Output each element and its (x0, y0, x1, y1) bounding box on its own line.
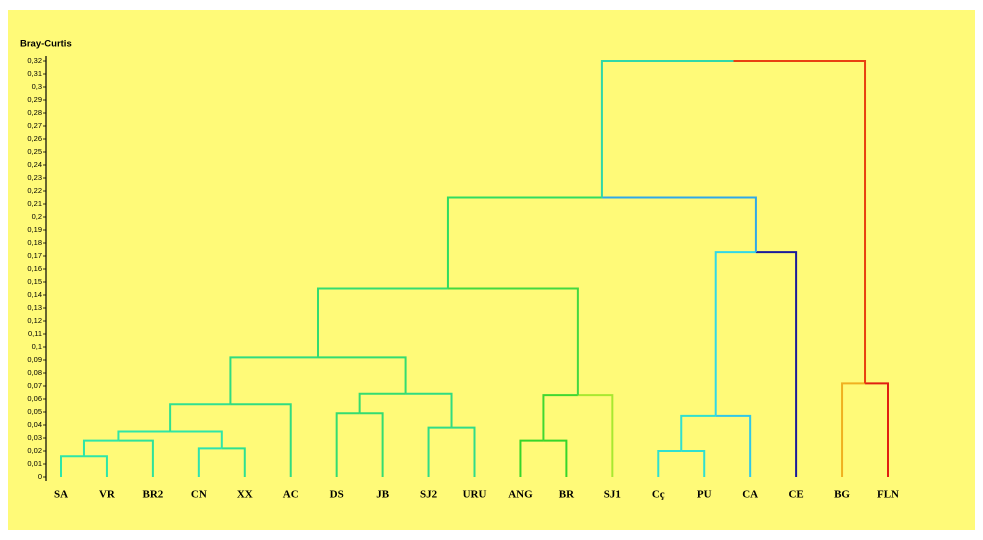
y-tick-label: 0,25 (27, 147, 42, 156)
y-tick-label: 0,23 (27, 173, 42, 182)
dendrogram-branch (230, 403, 292, 477)
y-tick-label: 0,32 (27, 56, 42, 65)
dendrogram-branch (359, 412, 384, 477)
dendrogram-branch (865, 382, 889, 477)
leaf-label: CA (742, 489, 758, 501)
leaf-label: AC (283, 489, 299, 501)
y-tick-label: 0,01 (27, 459, 42, 468)
leaf-label: SJ1 (604, 489, 621, 501)
y-tick-label: 0,3 (32, 82, 42, 91)
dendrogram-branch (657, 450, 682, 477)
leaf-label: PU (697, 489, 712, 501)
dendrogram-branch (169, 403, 231, 432)
leaf-label: DS (330, 489, 344, 501)
dendrogram-branch (542, 394, 578, 441)
y-tick-label: 0,18 (27, 238, 42, 247)
dendrogram-branch (83, 455, 108, 477)
y-tick-label: 0,12 (27, 316, 42, 325)
dendrogram-branch (446, 196, 602, 289)
leaf-label: BR2 (142, 489, 163, 501)
dendrogram-branch (600, 60, 734, 198)
y-tick-label: 0,02 (27, 446, 42, 455)
dendrogram-branch (601, 196, 757, 253)
dendrogram-branch (335, 412, 360, 477)
dendrogram-branch (733, 60, 867, 384)
dendrogram-branch (197, 447, 222, 477)
leaf-label: CE (788, 489, 803, 501)
dendrogram-branch (229, 356, 319, 405)
dendrogram-branch (118, 439, 154, 477)
dendrogram-branch (714, 251, 756, 416)
y-tick-label: 0,2 (32, 212, 42, 221)
leaf-label: JB (376, 489, 390, 501)
leaf-label: BG (834, 489, 850, 501)
y-tick-label: 0,03 (27, 433, 42, 442)
y-tick-label: 0,11 (28, 329, 42, 338)
dendrogram-branch (680, 414, 716, 451)
y-tick-label: 0,21 (27, 199, 42, 208)
dendrogram-branch (358, 392, 406, 414)
y-tick-label: 0,04 (27, 420, 42, 429)
axis-title: Bray-Curtis (20, 39, 72, 50)
dendrogram-branch (427, 426, 452, 477)
y-tick-label: 0,06 (27, 394, 42, 403)
dendrogram-branch (60, 455, 84, 477)
dendrogram-branch (577, 394, 614, 477)
leaf-label: XX (237, 489, 253, 501)
dendrogram-branch (681, 450, 706, 477)
leaf-label: BR (559, 489, 575, 501)
y-tick-label: 0,15 (27, 277, 42, 286)
leaf-label: URU (463, 489, 487, 501)
y-tick-label: 0,27 (27, 121, 42, 130)
y-tick-label: 0,29 (27, 95, 42, 104)
dendrogram-branch (543, 439, 568, 477)
y-tick-label: 0,09 (27, 355, 42, 364)
y-tick-label: 0,07 (27, 381, 42, 390)
dendrogram-branch (221, 447, 246, 477)
dendrogram-branch (519, 439, 544, 477)
dendrogram-branch (82, 439, 119, 457)
dendrogram-branch (117, 430, 171, 441)
y-tick-label: 0,31 (27, 69, 42, 78)
y-tick-label: 0,16 (27, 264, 42, 273)
y-tick-label: 0,14 (27, 290, 42, 299)
y-tick-label: 0,22 (27, 186, 42, 195)
dendrogram-branch (317, 287, 448, 358)
leaf-label: Cç (652, 489, 665, 501)
y-tick-label: 0,08 (27, 368, 42, 377)
leaf-label: ANG (508, 489, 533, 501)
y-tick-label: 0,17 (27, 251, 42, 260)
y-tick-label: 0,28 (27, 108, 42, 117)
dendrogram-branch (715, 414, 752, 477)
y-tick-label: 0,05 (27, 407, 42, 416)
plot-background (8, 10, 975, 530)
dendrogram-branch (170, 430, 223, 449)
leaf-label: FLN (877, 489, 899, 501)
dendrogram-branch (841, 382, 866, 477)
y-tick-label: 0 (38, 472, 42, 481)
leaf-label: VR (99, 489, 116, 501)
dendrogram-branch (755, 251, 798, 477)
dendrogram-branch (405, 392, 453, 428)
dendrogram-branch (447, 287, 579, 396)
y-tick-label: 0,1 (32, 342, 42, 351)
y-tick-label: 0,24 (27, 160, 42, 169)
y-tick-label: 0,26 (27, 134, 42, 143)
leaf-label: SJ2 (420, 489, 438, 501)
y-tick-label: 0,19 (27, 225, 42, 234)
leaf-label: SA (54, 489, 68, 501)
y-tick-label: 0,13 (27, 303, 42, 312)
dendrogram-branch (451, 426, 476, 477)
leaf-label: CN (191, 489, 207, 501)
dendrogram-branch (318, 356, 407, 394)
